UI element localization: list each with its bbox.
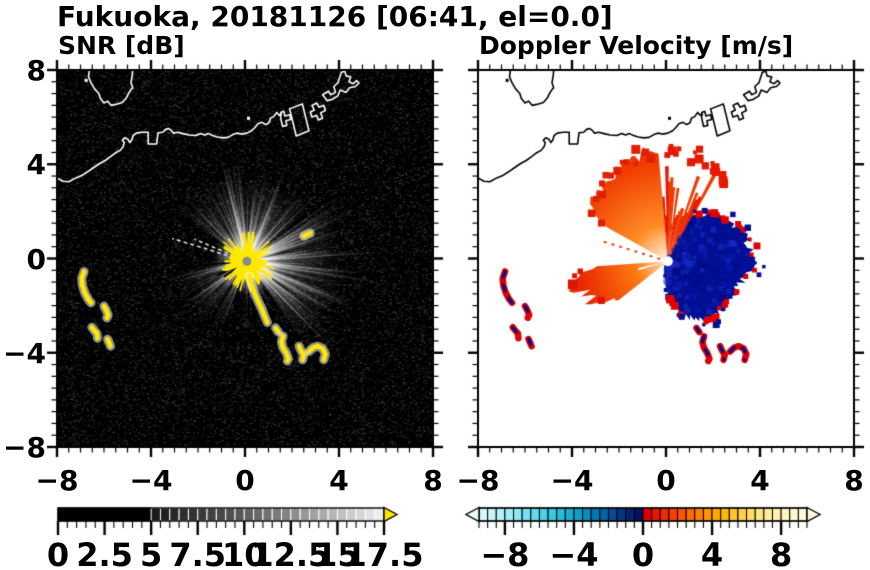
snr-panel xyxy=(57,70,433,447)
colorbar-tick-label: 0 xyxy=(631,536,655,570)
x-tick-label: −8 xyxy=(456,464,500,497)
colorbar-tick-label: −4 xyxy=(549,536,599,570)
x-tick-label: 8 xyxy=(423,464,443,497)
y-tick-label: 4 xyxy=(26,148,46,182)
colorbar-tick-label: 2.5 xyxy=(76,536,133,570)
colorbar-tick-label: 8 xyxy=(769,536,793,570)
y-tick-label: 8 xyxy=(26,54,46,87)
colorbar-tick-label: 5 xyxy=(140,536,163,570)
x-tick-label: 0 xyxy=(656,464,676,497)
colorbar-tick-label: −8 xyxy=(480,536,530,570)
figure-title: Fukuoka, 20181126 [06:41, el=0.0] xyxy=(57,0,613,33)
x-tick-label: 8 xyxy=(844,464,864,497)
colorbar-tick-label: 0 xyxy=(46,536,70,570)
x-tick-label: 4 xyxy=(750,464,770,497)
colorbar-tick-label: 15 xyxy=(315,536,360,570)
colorbar-tick-label: 17.5 xyxy=(344,536,424,570)
y-tick-label: −8 xyxy=(3,431,46,464)
velocity-panel-title: Doppler Velocity [m/s] xyxy=(479,31,794,60)
y-tick-label: 0 xyxy=(26,242,46,276)
x-tick-label: 0 xyxy=(235,464,255,497)
velocity-panel xyxy=(478,70,854,447)
colorbar-tick-label: 12.5 xyxy=(251,536,331,570)
colorbar-tick-label: 10 xyxy=(222,536,267,570)
snr-panel-title: SNR [dB] xyxy=(58,31,185,60)
y-tick-label: −4 xyxy=(3,336,46,370)
colorbar-tick-label: 4 xyxy=(700,536,724,570)
x-tick-label: −4 xyxy=(550,464,594,497)
colorbar-tick-label: 7.5 xyxy=(169,536,227,570)
x-tick-label: 4 xyxy=(329,464,349,497)
x-tick-label: −4 xyxy=(129,464,173,497)
x-tick-label: −8 xyxy=(35,464,79,497)
